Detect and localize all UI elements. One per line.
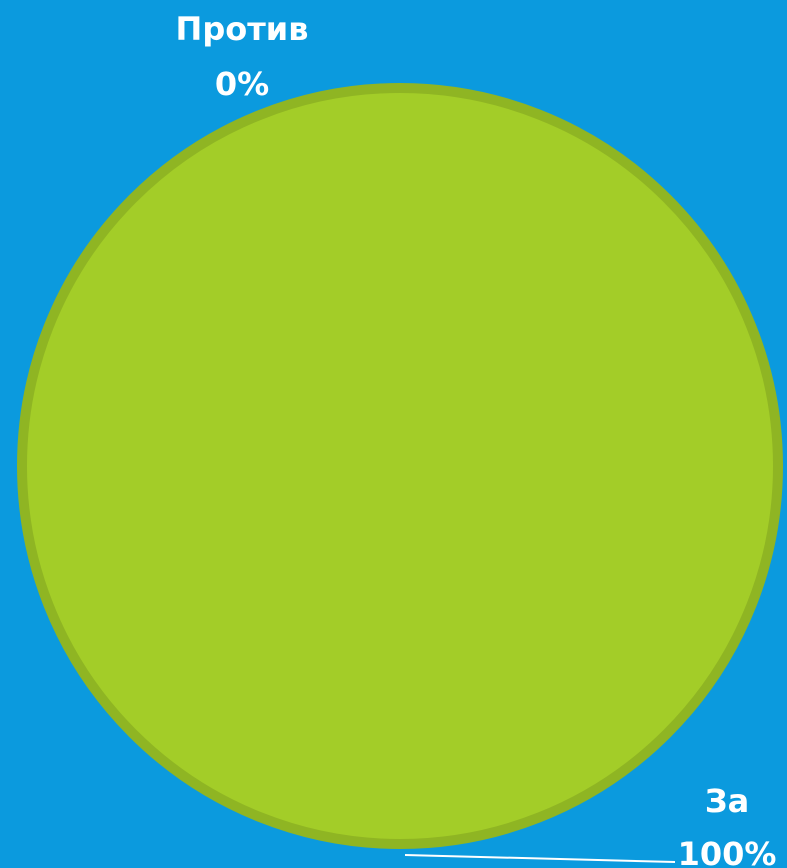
- pie-slice-2: [17, 83, 783, 849]
- leader-lines: [404, 854, 676, 863]
- slice-label-percent: 100%: [678, 835, 777, 868]
- slice-label-percent: 0%: [215, 65, 269, 103]
- slice-labels: Против 0% За 100%: [176, 10, 777, 868]
- pie-slices: [17, 83, 783, 849]
- leader-line: [404, 854, 676, 863]
- slice-label-name: Против: [176, 10, 309, 48]
- slice-label-name: За: [705, 782, 749, 820]
